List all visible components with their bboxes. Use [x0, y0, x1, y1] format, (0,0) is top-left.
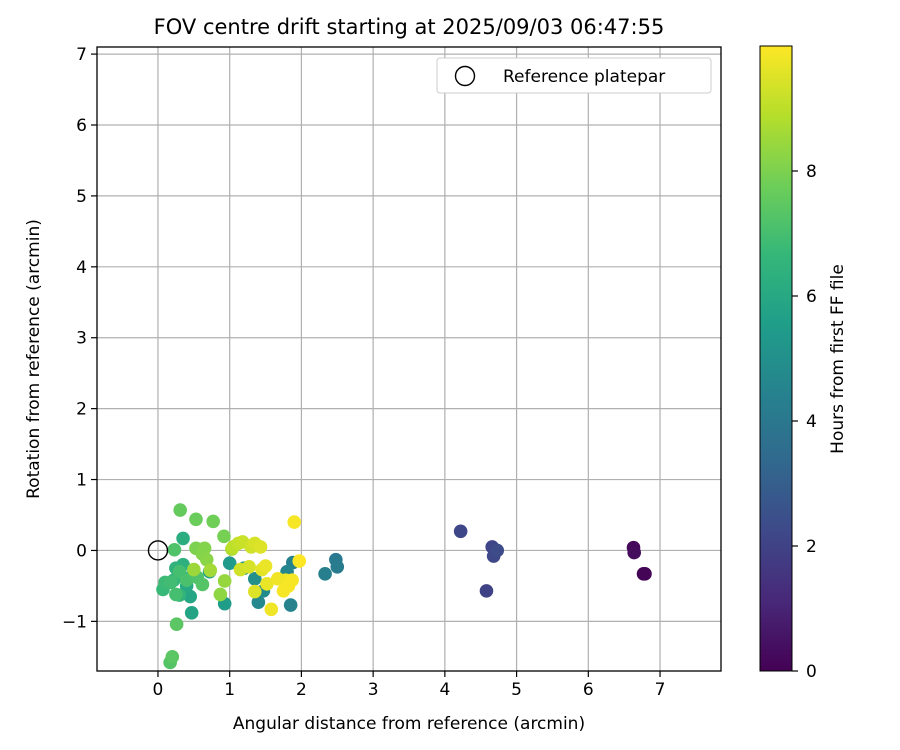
x-axis-ticks: 0 1 2 3 4 5 6 7 [153, 671, 666, 700]
data-point [199, 552, 214, 567]
data-point [490, 543, 505, 558]
y-axis-label: Rotation from reference (arcmin) [24, 219, 44, 499]
legend: Reference platepar [436, 57, 712, 94]
x-tick-label: 7 [655, 680, 666, 700]
data-point [222, 556, 237, 571]
data-point [247, 584, 262, 599]
data-point [251, 595, 266, 610]
colorbar-tick-label: 8 [806, 162, 817, 182]
y-tick-label: 3 [76, 329, 87, 349]
colorbar-ticks: 0 2 4 6 8 [792, 162, 817, 682]
data-point [203, 563, 218, 578]
data-point [318, 567, 332, 581]
data-point [330, 559, 345, 574]
data-point [287, 515, 302, 529]
data-point [189, 512, 203, 527]
data-point [247, 572, 262, 586]
y-tick-label: 7 [76, 45, 87, 65]
y-tick-label: 4 [76, 258, 87, 278]
legend-entry-reference: Reference platepar [503, 67, 665, 87]
data-point [183, 589, 198, 604]
x-tick-label: 1 [224, 680, 235, 700]
y-tick-label: 1 [76, 471, 87, 491]
colorbar-tick-label: 2 [806, 537, 817, 557]
y-tick-label: 2 [76, 400, 87, 420]
x-tick-label: 6 [583, 680, 594, 700]
data-point [206, 514, 220, 529]
x-tick-label: 4 [439, 680, 450, 700]
x-axis-label: Angular distance from reference (arcmin) [233, 714, 585, 734]
x-tick-label: 2 [296, 680, 307, 700]
data-point [638, 567, 652, 581]
data-point [627, 545, 642, 560]
chart-title: FOV centre drift starting at 2025/09/03 … [154, 15, 665, 39]
data-point [167, 542, 182, 557]
data-point [176, 531, 190, 546]
data-point [292, 554, 307, 568]
colorbar [759, 45, 793, 672]
data-point [184, 606, 199, 620]
data-point [169, 587, 183, 602]
data-point [179, 573, 194, 588]
reference-marker-group [147, 540, 169, 561]
data-point [217, 574, 232, 588]
x-tick-label: 0 [153, 680, 164, 700]
data-point [453, 524, 468, 539]
data-point [187, 562, 201, 577]
grid-lines [97, 47, 721, 671]
reference-marker [147, 540, 169, 561]
colorbar-tick-label: 0 [806, 662, 817, 682]
legend-marker [454, 65, 476, 87]
scatter-points [156, 503, 652, 670]
y-axis-ticks: −1 0 1 2 3 4 5 6 7 [62, 45, 97, 632]
data-point [479, 584, 494, 598]
colorbar-tick-label: 6 [806, 287, 817, 307]
data-point [283, 598, 298, 612]
data-point [217, 529, 231, 544]
data-point [195, 577, 210, 592]
colorbar-tick-label: 4 [806, 412, 817, 432]
data-point [173, 503, 187, 517]
data-point [264, 602, 279, 617]
y-tick-label: 6 [76, 116, 87, 136]
colorbar-label: Hours from first FF file [828, 264, 848, 454]
y-tick-label: 0 [76, 541, 87, 561]
data-point [285, 573, 299, 588]
data-point [242, 559, 256, 574]
data-point [258, 559, 273, 573]
data-point [164, 575, 178, 590]
x-tick-label: 3 [368, 680, 379, 700]
x-tick-label: 5 [511, 680, 522, 700]
y-tick-label: 5 [76, 187, 87, 207]
data-point [260, 576, 274, 591]
y-tick-label: −1 [62, 612, 87, 632]
data-point [169, 617, 184, 631]
data-point [165, 650, 180, 664]
data-point [253, 540, 268, 554]
plot-frame [96, 46, 722, 672]
data-point [213, 587, 228, 602]
legend-box [436, 57, 712, 94]
